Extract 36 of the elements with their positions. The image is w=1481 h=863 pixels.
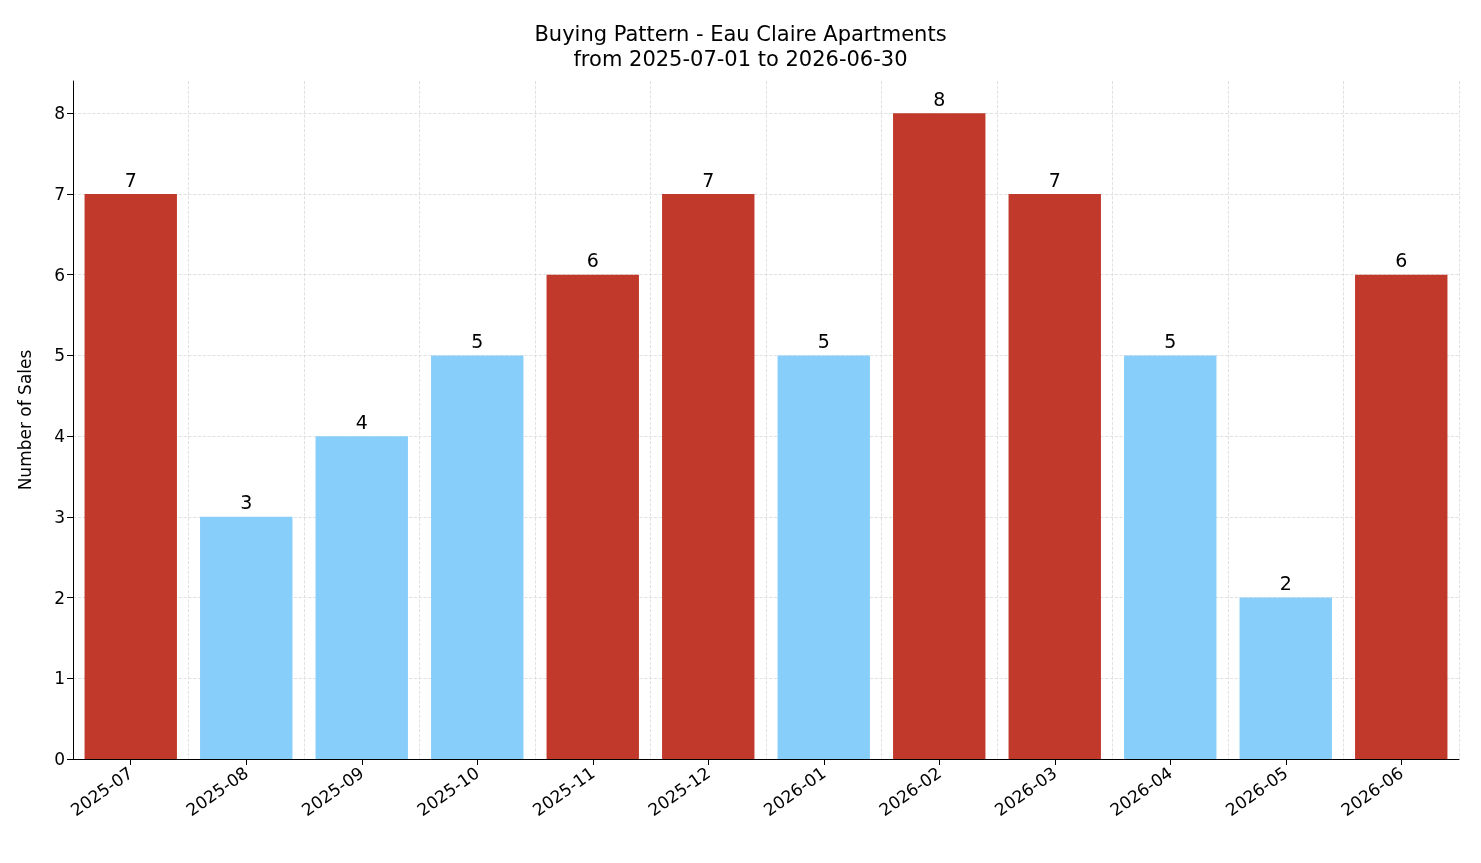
data-label: 5	[817, 329, 830, 352]
data-label: 8	[933, 87, 946, 110]
bar	[1239, 597, 1332, 759]
y-tick-label: 3	[54, 506, 65, 527]
bar	[662, 194, 755, 759]
data-label: 5	[1164, 329, 1177, 352]
y-tick-label: 2	[54, 587, 65, 608]
y-tick-label: 8	[54, 103, 65, 124]
data-label: 5	[471, 329, 484, 352]
chart-title: Buying Pattern - Eau Claire Apartments	[534, 21, 947, 46]
bar	[1355, 274, 1448, 759]
data-label: 6	[1395, 249, 1408, 272]
data-label: 3	[240, 491, 253, 514]
bar	[315, 436, 408, 759]
y-tick-label: 4	[54, 426, 65, 447]
y-tick-label: 7	[54, 184, 65, 204]
y-tick-label: 6	[54, 264, 65, 285]
bar	[431, 355, 524, 759]
data-label: 7	[702, 168, 715, 191]
bar	[1124, 355, 1217, 759]
bar	[200, 516, 293, 759]
data-label: 7	[1048, 168, 1061, 191]
data-label: 4	[355, 410, 368, 433]
data-label: 7	[124, 168, 137, 191]
bar	[546, 274, 639, 759]
data-label: 6	[586, 249, 599, 272]
y-tick-label: 1	[54, 668, 65, 689]
bar	[777, 355, 870, 759]
bar	[893, 113, 986, 759]
y-tick-label: 0	[54, 749, 65, 769]
y-axis-title: Number of Sales	[14, 349, 35, 491]
y-tick-label: 5	[54, 345, 65, 366]
bar	[1008, 194, 1101, 759]
data-label: 2	[1279, 572, 1292, 595]
bar	[84, 194, 177, 759]
chart-subtitle: from 2025-07-01 to 2026-06-30	[573, 46, 908, 71]
